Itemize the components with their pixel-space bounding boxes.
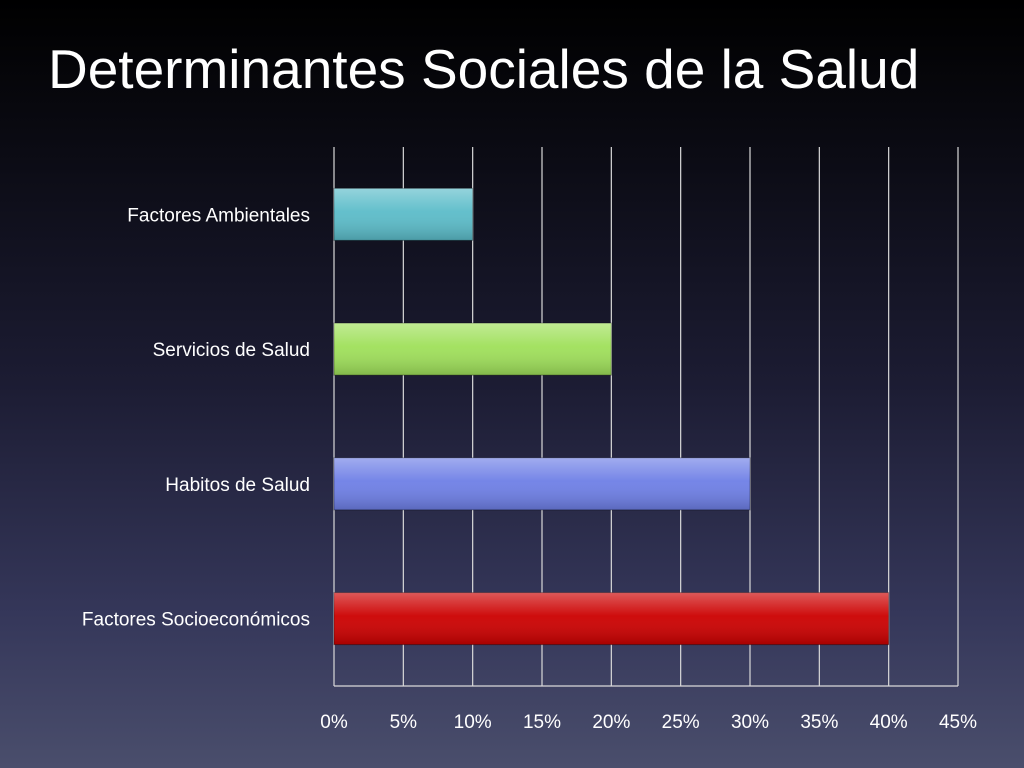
slide-title: Determinantes Sociales de la Salud <box>48 38 920 100</box>
bar <box>333 322 612 376</box>
bar-highlight <box>334 188 473 241</box>
x-tick-label: 40% <box>870 712 908 733</box>
x-tick-label: 20% <box>592 712 630 733</box>
bar-highlight <box>334 323 612 376</box>
category-label: Habitos de Salud <box>165 475 310 496</box>
x-tick-labels: 0% 5% 10% 15% 20% 25% 30% 35% 40% 45% <box>320 712 977 733</box>
bar <box>333 457 751 511</box>
x-tick-label: 35% <box>800 712 838 733</box>
bar <box>333 592 890 646</box>
category-label: Servicios de Salud <box>153 340 310 361</box>
x-tick-label: 10% <box>454 712 492 733</box>
bars <box>333 187 890 646</box>
x-tick-label: 25% <box>662 712 700 733</box>
x-tick-label: 45% <box>939 712 977 733</box>
x-tick-label: 5% <box>390 712 418 733</box>
x-tick-label: 30% <box>731 712 769 733</box>
bar <box>333 187 474 241</box>
category-labels: Factores Ambientales Servicios de Salud Ha… <box>82 205 310 630</box>
category-label: Factores Socioeconómicos <box>82 610 310 631</box>
x-tick-label: 0% <box>320 712 348 733</box>
bar-highlight <box>334 457 750 510</box>
category-label: Factores Ambientales <box>127 205 310 226</box>
x-tick-label: 15% <box>523 712 561 733</box>
bar-highlight <box>334 592 889 645</box>
